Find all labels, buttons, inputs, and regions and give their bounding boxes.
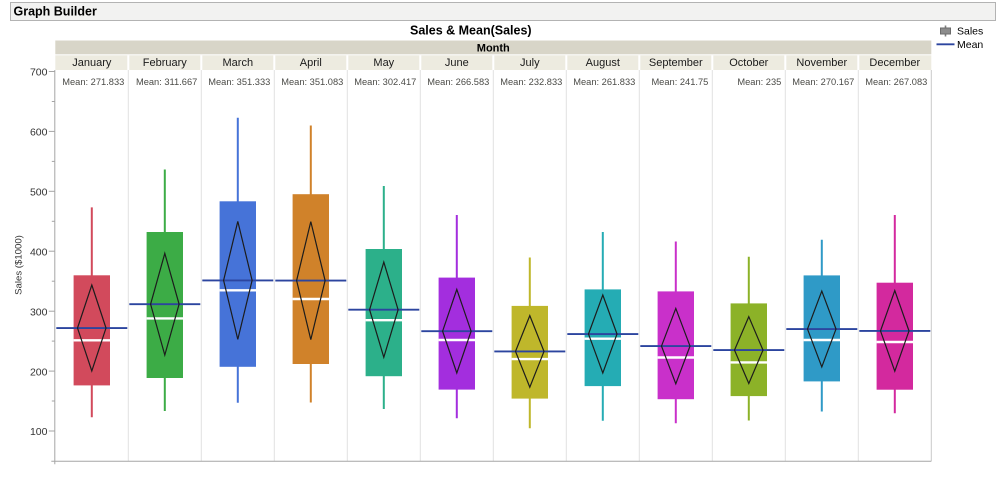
svg-text:Mean: 311.667: Mean: 311.667 (136, 77, 197, 87)
svg-text:September: September (649, 57, 703, 69)
svg-text:January: January (72, 57, 112, 69)
svg-text:Sales: Sales (957, 26, 983, 38)
svg-text:Mean: 241.75: Mean: 241.75 (651, 77, 708, 87)
svg-text:Month: Month (477, 42, 510, 54)
svg-text:300: 300 (30, 306, 48, 318)
svg-text:April: April (300, 57, 322, 69)
svg-text:December: December (869, 57, 920, 69)
svg-text:March: March (223, 57, 254, 69)
svg-text:Mean: 351.083: Mean: 351.083 (281, 77, 343, 87)
svg-text:Mean: 232.833: Mean: 232.833 (500, 77, 562, 87)
svg-text:Mean: 302.417: Mean: 302.417 (354, 77, 416, 87)
svg-text:Mean: 351.333: Mean: 351.333 (208, 77, 270, 87)
svg-text:Mean: Mean (957, 39, 983, 51)
svg-text:700: 700 (30, 67, 48, 79)
svg-text:Sales & Mean(Sales): Sales & Mean(Sales) (410, 23, 532, 37)
svg-text:Sales ($1000): Sales ($1000) (13, 235, 24, 295)
svg-text:October: October (729, 57, 768, 69)
svg-text:Graph Builder: Graph Builder (14, 5, 97, 19)
svg-text:Mean: 271.833: Mean: 271.833 (62, 77, 124, 87)
svg-text:August: August (586, 57, 620, 69)
svg-text:June: June (445, 57, 469, 69)
svg-text:600: 600 (30, 127, 48, 139)
svg-text:Mean: 261.833: Mean: 261.833 (573, 77, 635, 87)
svg-text:Mean: 235: Mean: 235 (737, 77, 781, 87)
svg-text:400: 400 (30, 246, 48, 258)
svg-text:July: July (520, 57, 540, 69)
svg-text:Mean: 266.583: Mean: 266.583 (427, 77, 489, 87)
svg-text:November: November (796, 57, 847, 69)
svg-text:200: 200 (30, 366, 48, 378)
svg-text:February: February (143, 57, 188, 69)
svg-text:May: May (373, 57, 394, 69)
svg-text:100: 100 (30, 426, 48, 438)
svg-text:Mean: 270.167: Mean: 270.167 (792, 77, 854, 87)
svg-text:500: 500 (30, 187, 48, 199)
svg-text:Mean: 267.083: Mean: 267.083 (865, 77, 927, 87)
